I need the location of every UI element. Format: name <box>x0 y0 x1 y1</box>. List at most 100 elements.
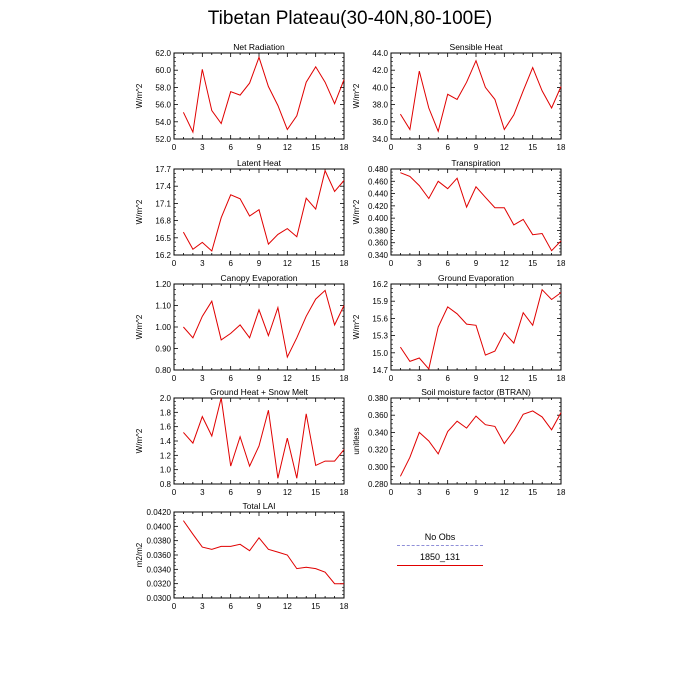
panel-8: Soil moisture factor (BTRAN) 0 3 6 9 12 15 18 0.… <box>352 387 566 497</box>
y-tick-label: 15.9 <box>372 297 388 306</box>
y-tick-label: 0.0380 <box>147 537 172 546</box>
x-tick-label: 6 <box>228 374 233 383</box>
y-tick-label: 0.0320 <box>147 580 172 589</box>
x-tick-label: 15 <box>311 488 320 497</box>
panel-frame <box>173 511 345 599</box>
y-axis-label: unitless <box>352 427 361 454</box>
y-tick-label: 0.300 <box>368 463 389 472</box>
figure-title: Tibetan Plateau(30-40N,80-100E) <box>207 8 493 29</box>
x-tick-label: 0 <box>172 602 177 611</box>
panel-frame <box>390 52 562 140</box>
x-tick-label: 6 <box>445 488 450 497</box>
y-tick-label: 16.5 <box>155 234 171 243</box>
x-tick-label: 12 <box>500 488 509 497</box>
panel-1: Net Radiation 0 3 6 9 12 15 18 52.0 54.0 56.0 58.0 6… <box>135 42 349 152</box>
y-tick-label: 0.380 <box>368 226 389 235</box>
panel-frame <box>390 168 562 256</box>
y-tick-label: 0.400 <box>368 214 389 223</box>
panel-9: Total LAI 0 3 6 9 12 15 18 0.0300 0.0320 0.0340 0.0… <box>135 501 349 611</box>
y-tick-label: 0.80 <box>155 366 171 375</box>
x-tick-label: 18 <box>340 259 349 268</box>
x-tick-label: 3 <box>417 143 422 152</box>
y-tick-label: 1.0 <box>160 466 172 475</box>
y-tick-label: 60.0 <box>155 66 171 75</box>
panel-2: Sensible Heat 0 3 6 9 12 15 18 34.0 36.0 38.0 40.0 4… <box>352 42 566 152</box>
y-tick-label: 0.0300 <box>147 594 172 603</box>
x-tick-label: 0 <box>389 488 394 497</box>
y-axis-label: W/m^2 <box>135 428 144 453</box>
series-line <box>399 410 562 477</box>
y-tick-label: 0.280 <box>368 480 389 489</box>
x-tick-label: 18 <box>557 143 566 152</box>
x-tick-label: 9 <box>257 374 262 383</box>
y-tick-label: 44.0 <box>372 49 388 58</box>
series-line <box>400 172 562 252</box>
panel-title: Soil moisture factor (BTRAN) <box>421 387 531 397</box>
panel-frame <box>390 283 562 371</box>
x-tick-label: 12 <box>283 488 292 497</box>
x-tick-label: 0 <box>172 374 177 383</box>
y-tick-label: 17.7 <box>155 165 171 174</box>
y-tick-label: 17.4 <box>155 182 171 191</box>
x-tick-label: 15 <box>528 143 537 152</box>
y-axis-label: W/m^2 <box>135 199 144 224</box>
y-axis-label: W/m^2 <box>352 314 361 339</box>
x-tick-label: 12 <box>283 602 292 611</box>
y-tick-label: 14.7 <box>372 366 388 375</box>
x-tick-label: 15 <box>311 374 320 383</box>
x-tick-label: 3 <box>417 259 422 268</box>
y-tick-label: 15.0 <box>372 349 388 358</box>
panel-title: Ground Heat + Snow Melt <box>210 387 309 397</box>
y-tick-label: 2.0 <box>160 394 172 403</box>
y-tick-label: 0.90 <box>155 345 171 354</box>
y-tick-label: 0.340 <box>368 251 389 260</box>
x-tick-label: 9 <box>474 374 479 383</box>
y-tick-label: 0.440 <box>368 190 389 199</box>
x-tick-label: 12 <box>500 374 509 383</box>
x-tick-label: 15 <box>528 488 537 497</box>
panel-frame <box>173 52 345 140</box>
x-tick-label: 0 <box>172 143 177 152</box>
x-tick-label: 18 <box>340 602 349 611</box>
y-axis-label: W/m^2 <box>135 314 144 339</box>
y-tick-label: 1.10 <box>155 302 171 311</box>
x-tick-label: 6 <box>228 488 233 497</box>
x-tick-label: 18 <box>340 143 349 152</box>
y-axis-label: m2/m2 <box>135 542 144 567</box>
legend-model-label: 1850_131 <box>419 552 461 562</box>
x-tick-label: 18 <box>340 374 349 383</box>
panel-frame <box>173 397 345 485</box>
y-tick-label: 1.8 <box>160 408 172 417</box>
legend-model-line <box>397 565 483 566</box>
y-tick-label: 0.0400 <box>147 522 172 531</box>
legend: No Obs 1850_131 <box>395 532 485 572</box>
x-tick-label: 9 <box>257 143 262 152</box>
y-tick-label: 36.0 <box>372 118 388 127</box>
series-line <box>182 520 344 585</box>
y-tick-label: 34.0 <box>372 135 388 144</box>
panel-5: Canopy Evaporation 0 3 6 9 12 15 18 0.80 0.90 1.00… <box>135 273 349 383</box>
y-tick-label: 52.0 <box>155 135 171 144</box>
y-tick-label: 54.0 <box>155 118 171 127</box>
y-tick-label: 40.0 <box>372 83 388 92</box>
y-tick-label: 0.380 <box>368 394 389 403</box>
panel-title: Sensible Heat <box>450 42 504 52</box>
x-tick-label: 6 <box>228 602 233 611</box>
y-tick-label: 15.3 <box>372 332 388 341</box>
x-tick-label: 12 <box>283 143 292 152</box>
y-tick-label: 0.360 <box>368 411 389 420</box>
panel-title: Canopy Evaporation <box>220 273 297 283</box>
x-tick-label: 6 <box>445 259 450 268</box>
y-tick-label: 42.0 <box>372 66 388 75</box>
y-axis-label: W/m^2 <box>135 83 144 108</box>
y-tick-label: 17.1 <box>155 199 171 208</box>
x-tick-label: 12 <box>500 143 509 152</box>
y-tick-label: 1.4 <box>160 437 172 446</box>
y-tick-label: 62.0 <box>155 49 171 58</box>
series-line <box>182 55 345 134</box>
y-tick-label: 0.480 <box>368 165 389 174</box>
panel-6: Ground Evaporation 0 3 6 9 12 15 18 14.7 15.0 15.3… <box>352 273 566 383</box>
y-tick-label: 0.8 <box>160 480 172 489</box>
x-tick-label: 18 <box>557 488 566 497</box>
